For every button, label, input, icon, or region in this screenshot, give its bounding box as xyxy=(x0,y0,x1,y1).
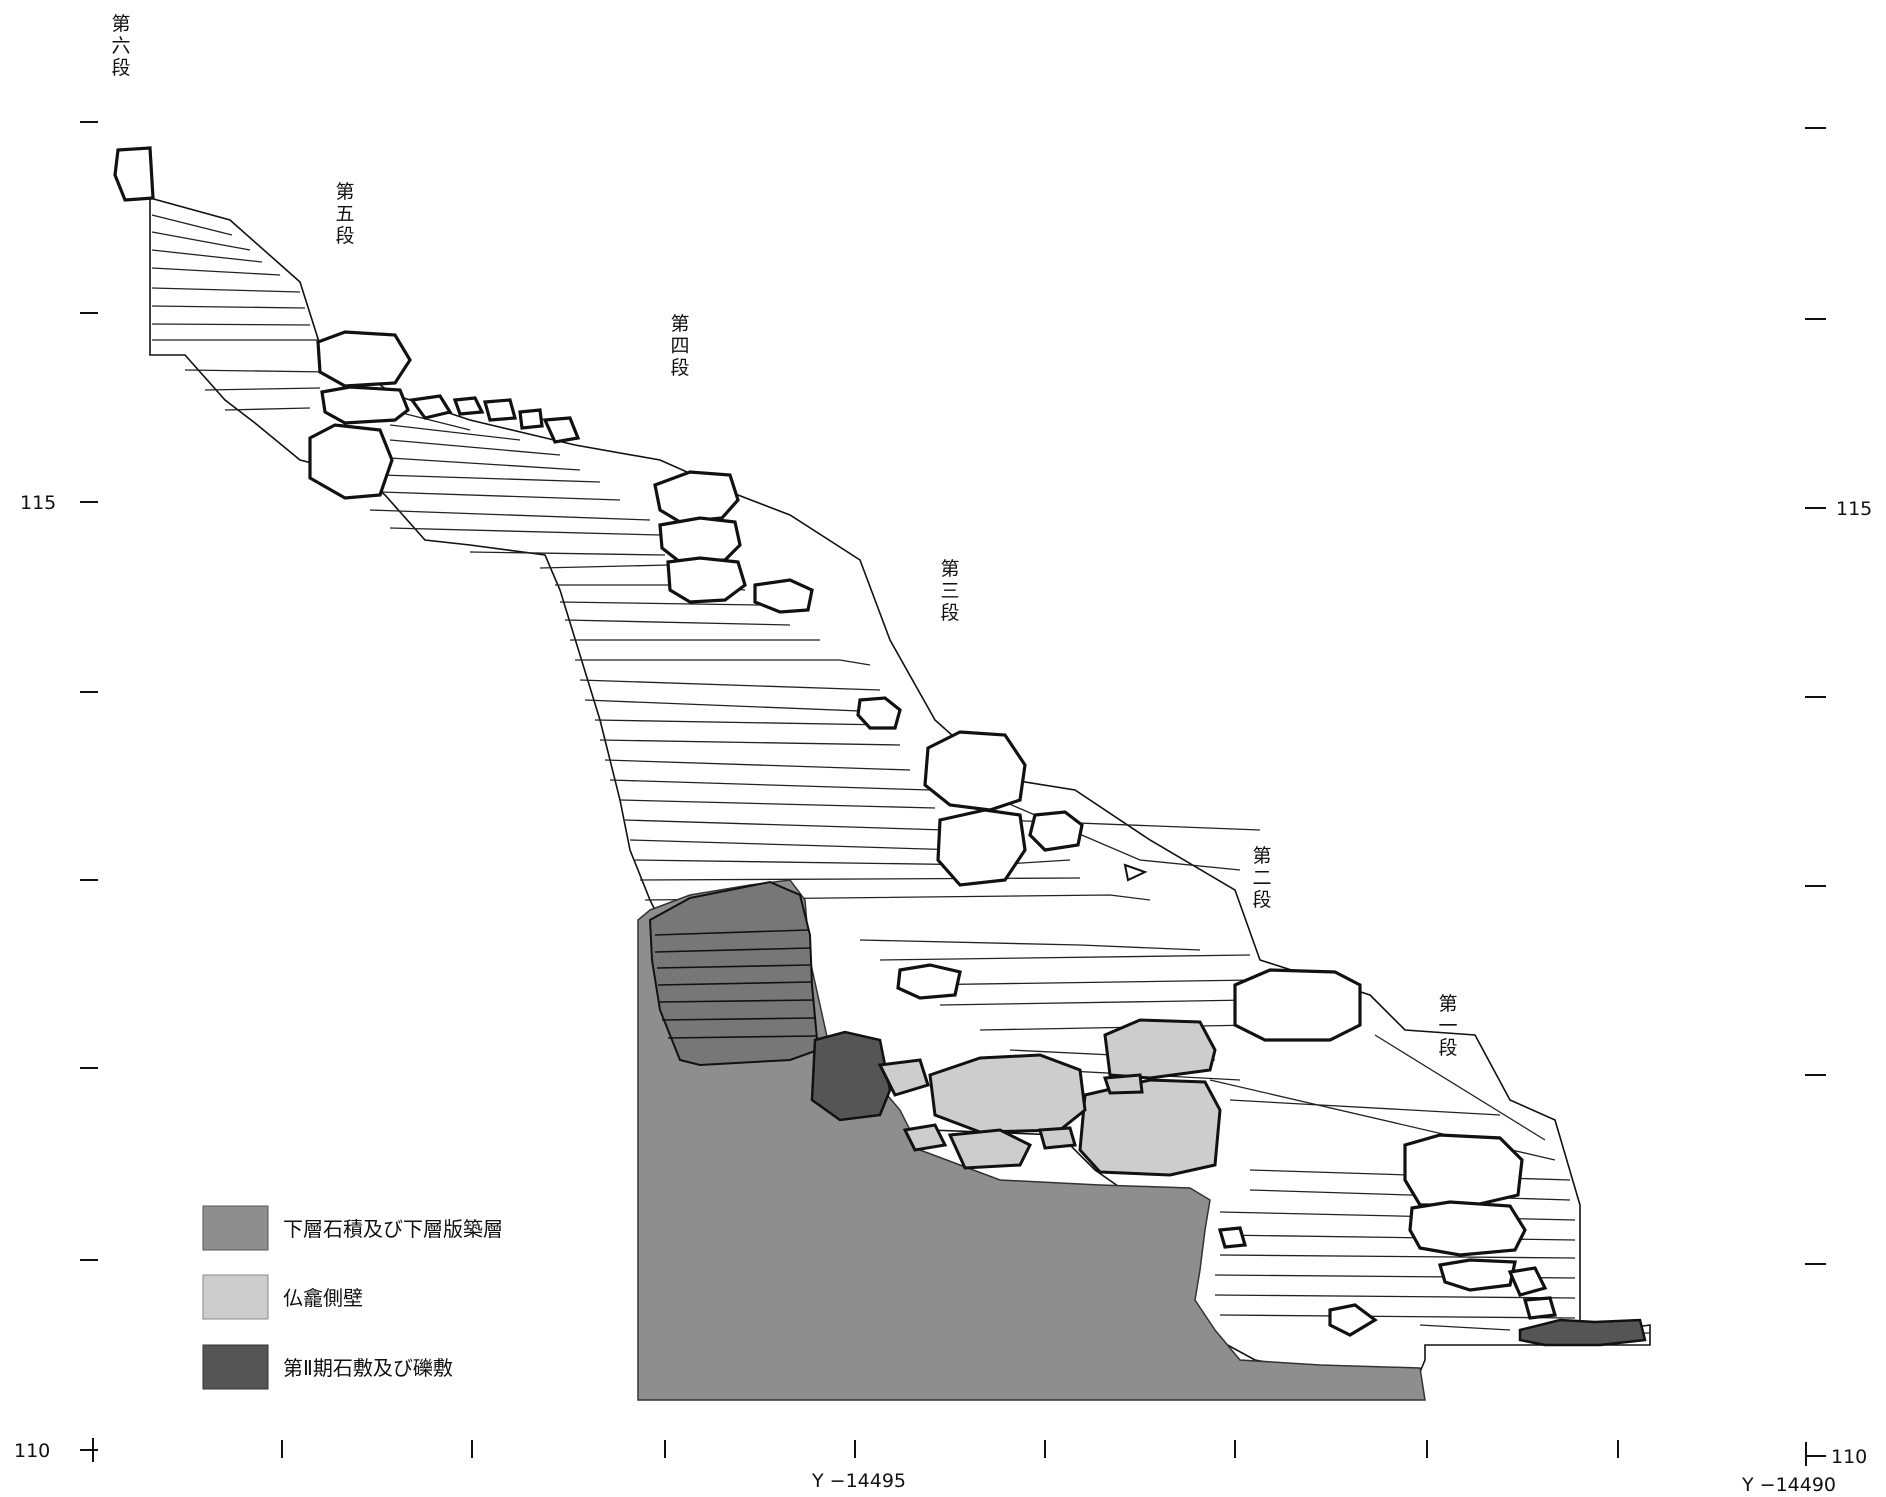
svg-text:第: 第 xyxy=(1252,845,1271,867)
svg-text:第: 第 xyxy=(940,558,959,580)
left-elev-115-label: 115 xyxy=(20,492,56,514)
legend-swatch-phase2-paving xyxy=(203,1345,268,1389)
x-label-y14490: Y −14490 xyxy=(1741,1474,1836,1496)
svg-text:段: 段 xyxy=(335,225,354,247)
legend-swatch-lower-layer xyxy=(203,1206,268,1250)
step-label-6: 第 六 段 xyxy=(111,13,130,79)
legend: 下層石積及び下層版築層 仏龕側壁 第Ⅱ期石敷及び礫敷 xyxy=(203,1206,503,1389)
legend-label-niche-wall: 仏龕側壁 xyxy=(283,1286,363,1310)
step-label-1: 第 一 段 xyxy=(1438,993,1457,1059)
svg-text:四: 四 xyxy=(670,335,689,357)
step-label-2: 第 二 段 xyxy=(1252,845,1271,911)
legend-label-phase2-paving: 第Ⅱ期石敷及び礫敷 xyxy=(283,1356,453,1380)
step-label-3: 第 三 段 xyxy=(940,558,959,624)
svg-text:二: 二 xyxy=(1252,867,1271,889)
svg-text:段: 段 xyxy=(1438,1037,1457,1059)
svg-text:段: 段 xyxy=(940,602,959,624)
right-elev-110-label: 110 xyxy=(1831,1446,1867,1468)
right-elev-115-label: 115 xyxy=(1836,498,1872,520)
svg-text:第: 第 xyxy=(1438,993,1457,1015)
svg-text:一: 一 xyxy=(1438,1015,1457,1037)
phase2-paving-region xyxy=(812,1032,890,1120)
svg-text:第: 第 xyxy=(670,313,689,335)
step-label-5: 第 五 段 xyxy=(335,181,354,247)
svg-text:段: 段 xyxy=(1252,889,1271,911)
svg-text:三: 三 xyxy=(940,580,959,602)
svg-text:第: 第 xyxy=(335,181,354,203)
bottom-x-ticks: Y −14495 Y −14490 xyxy=(282,1440,1836,1496)
svg-text:第: 第 xyxy=(111,13,130,35)
legend-swatch-niche-wall xyxy=(203,1275,268,1319)
svg-text:段: 段 xyxy=(670,357,689,379)
step-label-4: 第 四 段 xyxy=(670,313,689,379)
svg-text:段: 段 xyxy=(111,57,130,79)
x-label-y14495: Y −14495 xyxy=(811,1470,906,1492)
left-elevation-axis: 115 110 xyxy=(14,122,98,1462)
right-elevation-axis: 115 110 xyxy=(1805,128,1872,1468)
svg-text:六: 六 xyxy=(111,35,130,57)
left-elev-110-label: 110 xyxy=(14,1440,50,1462)
svg-text:五: 五 xyxy=(335,203,354,225)
legend-label-lower-layer: 下層石積及び下層版築層 xyxy=(283,1217,503,1241)
